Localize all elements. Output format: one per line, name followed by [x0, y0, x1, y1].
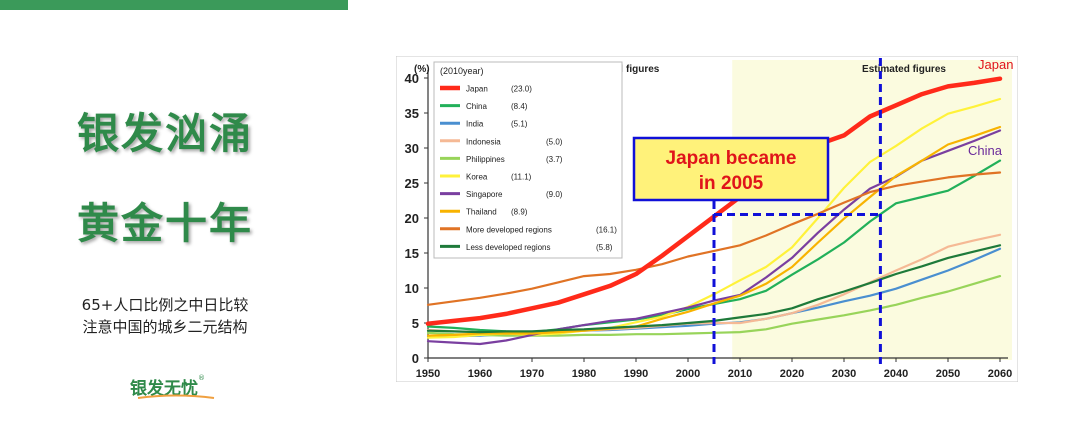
- legend-series-name: Korea: [466, 173, 488, 182]
- x-tick-label: 1990: [624, 368, 648, 380]
- legend-series-value: (5.1): [511, 120, 528, 129]
- y-tick-label: 30: [405, 141, 419, 156]
- y-tick-label: 0: [412, 351, 419, 366]
- legend-series-name: Less developed regions: [466, 243, 551, 252]
- slide-title-line1: 银发汹涌: [76, 109, 253, 158]
- x-tick-label: 2050: [936, 368, 960, 380]
- legend-series-name: Philippines: [466, 155, 505, 164]
- legend-series-name: Japan: [466, 85, 488, 94]
- x-tick-label: 2010: [728, 368, 752, 380]
- y-tick-label: 5: [412, 316, 419, 331]
- legend-series-name: More developed regions: [466, 225, 552, 234]
- x-tick-label: 2060: [988, 368, 1012, 380]
- legend-series-name: Indonesia: [466, 137, 501, 146]
- x-tick-label: 1950: [416, 368, 440, 380]
- legend-series-value: (5.8): [596, 243, 613, 252]
- logo-swoosh-icon: [137, 394, 215, 399]
- legend-series-name: China: [466, 102, 487, 111]
- estimated-figures-label: Estimated figures: [862, 64, 946, 75]
- legend-title: (2010year): [440, 66, 484, 76]
- slide-subtitle-line1: 65+人口比例之中日比较: [81, 296, 249, 314]
- y-tick-label: 10: [405, 281, 419, 296]
- legend-box: [433, 61, 623, 259]
- legend-series-value: (23.0): [511, 85, 532, 94]
- callout-line1: Japan became: [666, 148, 797, 169]
- legend-series-value: (5.0): [546, 137, 563, 146]
- chart-container: 0 5 10 15 20 25 30 35 40 1950 1960 1970 1980 1990 2000…: [395, 55, 1019, 383]
- slide-subtitle-line2: 注意中国的城乡二元结构: [82, 318, 248, 336]
- y-tick-label: 35: [405, 106, 419, 121]
- y-tick-label: 20: [405, 211, 419, 226]
- legend-series-value: (3.7): [546, 155, 563, 164]
- china-end-label: China: [968, 143, 1003, 158]
- legend-series-value: (9.0): [546, 190, 563, 199]
- aging-population-chart: 0 5 10 15 20 25 30 35 40 1950 1960 1970 1980 1990 2000…: [395, 55, 1019, 383]
- x-tick-label: 1970: [520, 368, 544, 380]
- actual-figures-label: Actual figures: [593, 64, 660, 75]
- x-tick-label: 1980: [572, 368, 596, 380]
- legend-series-name: India: [466, 120, 484, 129]
- legend-series-value: (8.9): [511, 208, 528, 217]
- y-tick-label: 15: [405, 246, 419, 261]
- callout-box: [632, 136, 830, 202]
- legend-series-value: (16.1): [596, 225, 617, 234]
- legend-series-name: Thailand: [466, 208, 497, 217]
- x-tick-label: 1960: [468, 368, 492, 380]
- logo-text: 银发无忧: [130, 379, 198, 399]
- estimated-region-background: [732, 60, 1012, 360]
- callout-line2: in 2005: [699, 173, 764, 194]
- y-tick-label: 25: [405, 176, 419, 191]
- y-tick-label: 40: [405, 71, 419, 86]
- x-tick-label: 2020: [780, 368, 804, 380]
- japan-end-label: Japan: [978, 57, 1013, 72]
- x-tick-label: 2040: [884, 368, 908, 380]
- x-tick-label: 2030: [832, 368, 856, 380]
- brand-logo: 银发无忧®: [130, 374, 250, 404]
- series-line-more-developed-regions: [426, 171, 1002, 306]
- legend-series-value: (11.1): [511, 173, 532, 182]
- y-axis-unit-label: (%): [414, 64, 430, 75]
- top-accent-bar: [0, 0, 348, 10]
- slide-title-line2: 黄金十年: [76, 199, 253, 248]
- x-tick-label: 2000: [676, 368, 700, 380]
- legend-series-value: (8.4): [511, 102, 528, 111]
- legend-series-name: Singapore: [466, 190, 503, 199]
- logo-registered-mark: ®: [198, 374, 205, 382]
- series-line-thailand: [426, 125, 1002, 337]
